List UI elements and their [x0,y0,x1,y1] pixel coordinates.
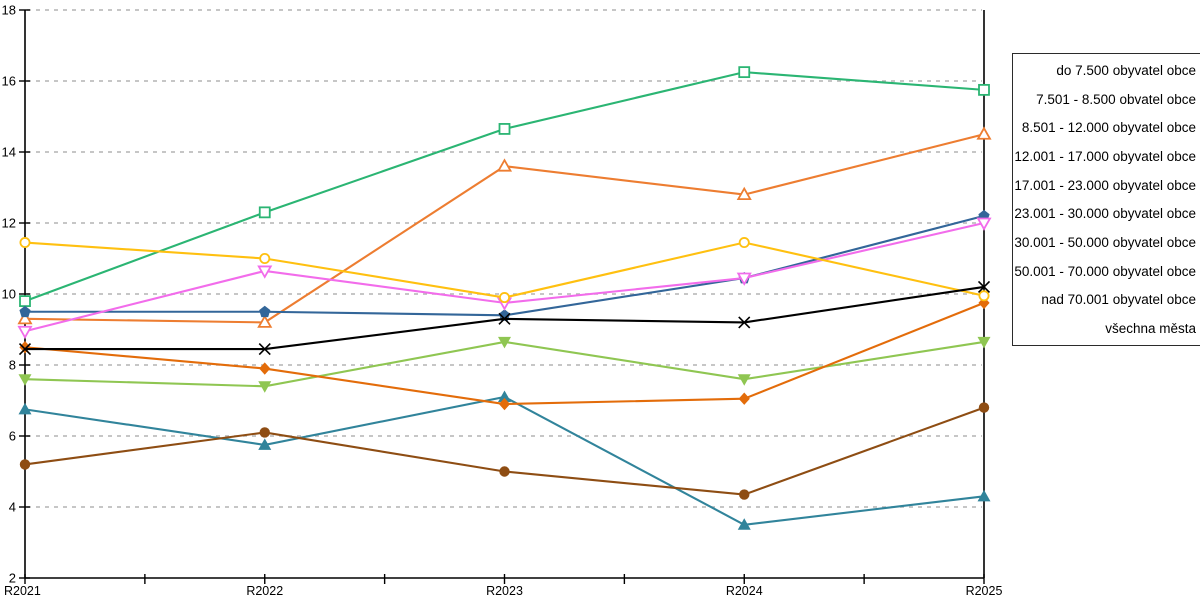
data-point-marker [738,237,750,249]
data-point-marker [498,397,511,411]
data-point-marker [258,438,272,450]
data-point-marker [19,459,31,470]
legend-item: 50.001 - 70.000 obyvatel obce [1014,263,1196,279]
legend-item: nad 70.001 obyvatel obce [1041,292,1196,308]
x-tick-label: R2023 [486,584,523,598]
data-point-marker [498,390,511,402]
data-point-marker [17,311,33,325]
data-point-marker [736,272,752,286]
y-tick-label: 12 [2,216,16,231]
data-point-marker [977,336,991,349]
data-point-marker [498,312,511,325]
legend-item: 12.001 - 17.000 obyvatel obce [1014,148,1196,164]
legend-item: 23.001 - 30.000 obyvatel obce [1014,206,1196,222]
data-point-marker [19,295,31,308]
data-point-marker [739,489,750,500]
series-line [24,241,985,299]
data-point-marker [257,314,273,328]
data-point-marker [258,381,272,393]
data-point-marker [737,518,751,530]
data-point-marker [257,265,273,279]
y-tick-label: 4 [9,500,16,515]
x-tick-label: R2022 [246,584,283,598]
data-point-marker [498,292,510,304]
data-point-marker [978,290,990,302]
data-point-marker [499,466,510,477]
data-point-marker [259,427,270,438]
y-tick-label: 6 [9,429,16,444]
series-line [24,406,985,496]
x-tick-label: R2025 [966,584,1003,598]
y-tick-label: 10 [2,287,16,302]
data-point-marker [738,392,750,405]
y-tick-label: 2 [9,571,16,586]
data-point-marker [258,342,271,356]
data-point-marker [17,325,33,340]
legend-item: 30.001 - 50.000 obyvatel obce [1014,234,1196,250]
data-point-marker [738,66,751,79]
data-point-marker [978,83,990,96]
data-point-marker [19,341,31,354]
data-point-marker [258,206,271,219]
y-tick-label: 18 [2,3,16,18]
legend-item: všechna města [1105,321,1196,337]
y-tick-label: 14 [2,145,16,160]
data-point-marker [978,402,990,413]
x-tick-label: R2021 [4,584,41,598]
data-point-marker [976,126,992,140]
data-point-marker [18,342,32,356]
y-tick-label: 8 [9,358,16,373]
legend: do 7.500 obyvatel obce 7.501 - 8.500 obva… [1012,53,1200,346]
data-point-marker [496,158,513,172]
data-point-marker [259,362,271,375]
data-point-marker [738,316,751,329]
series-line [24,71,985,303]
data-point-marker [19,305,31,318]
legend-item: 17.001 - 23.000 obyvatel obce [1014,177,1196,193]
y-tick-label: 16 [2,74,16,89]
legend-item: 7.501 - 8.500 obvatel obce [1036,91,1196,107]
legend-item: 8.501 - 12.000 obyvatel obce [1021,120,1196,136]
data-point-marker [498,336,511,349]
data-point-marker [18,374,32,386]
line-chart: 2 4 6 8 10 12 14 16 18 R2021 R2022 R2023 R2024 R2025 [2,3,1003,599]
data-point-marker [259,252,271,264]
data-point-marker [976,217,992,231]
data-point-marker [19,237,31,249]
legend-item: do 7.500 obyvatel obce [1056,62,1196,78]
data-point-marker [18,402,32,415]
data-point-marker [736,186,752,201]
data-point-marker [977,280,991,293]
data-point-marker [737,374,751,386]
x-tick-label: R2024 [726,584,763,598]
data-point-marker [977,489,991,502]
data-point-marker [498,123,511,135]
data-point-marker [259,305,271,318]
